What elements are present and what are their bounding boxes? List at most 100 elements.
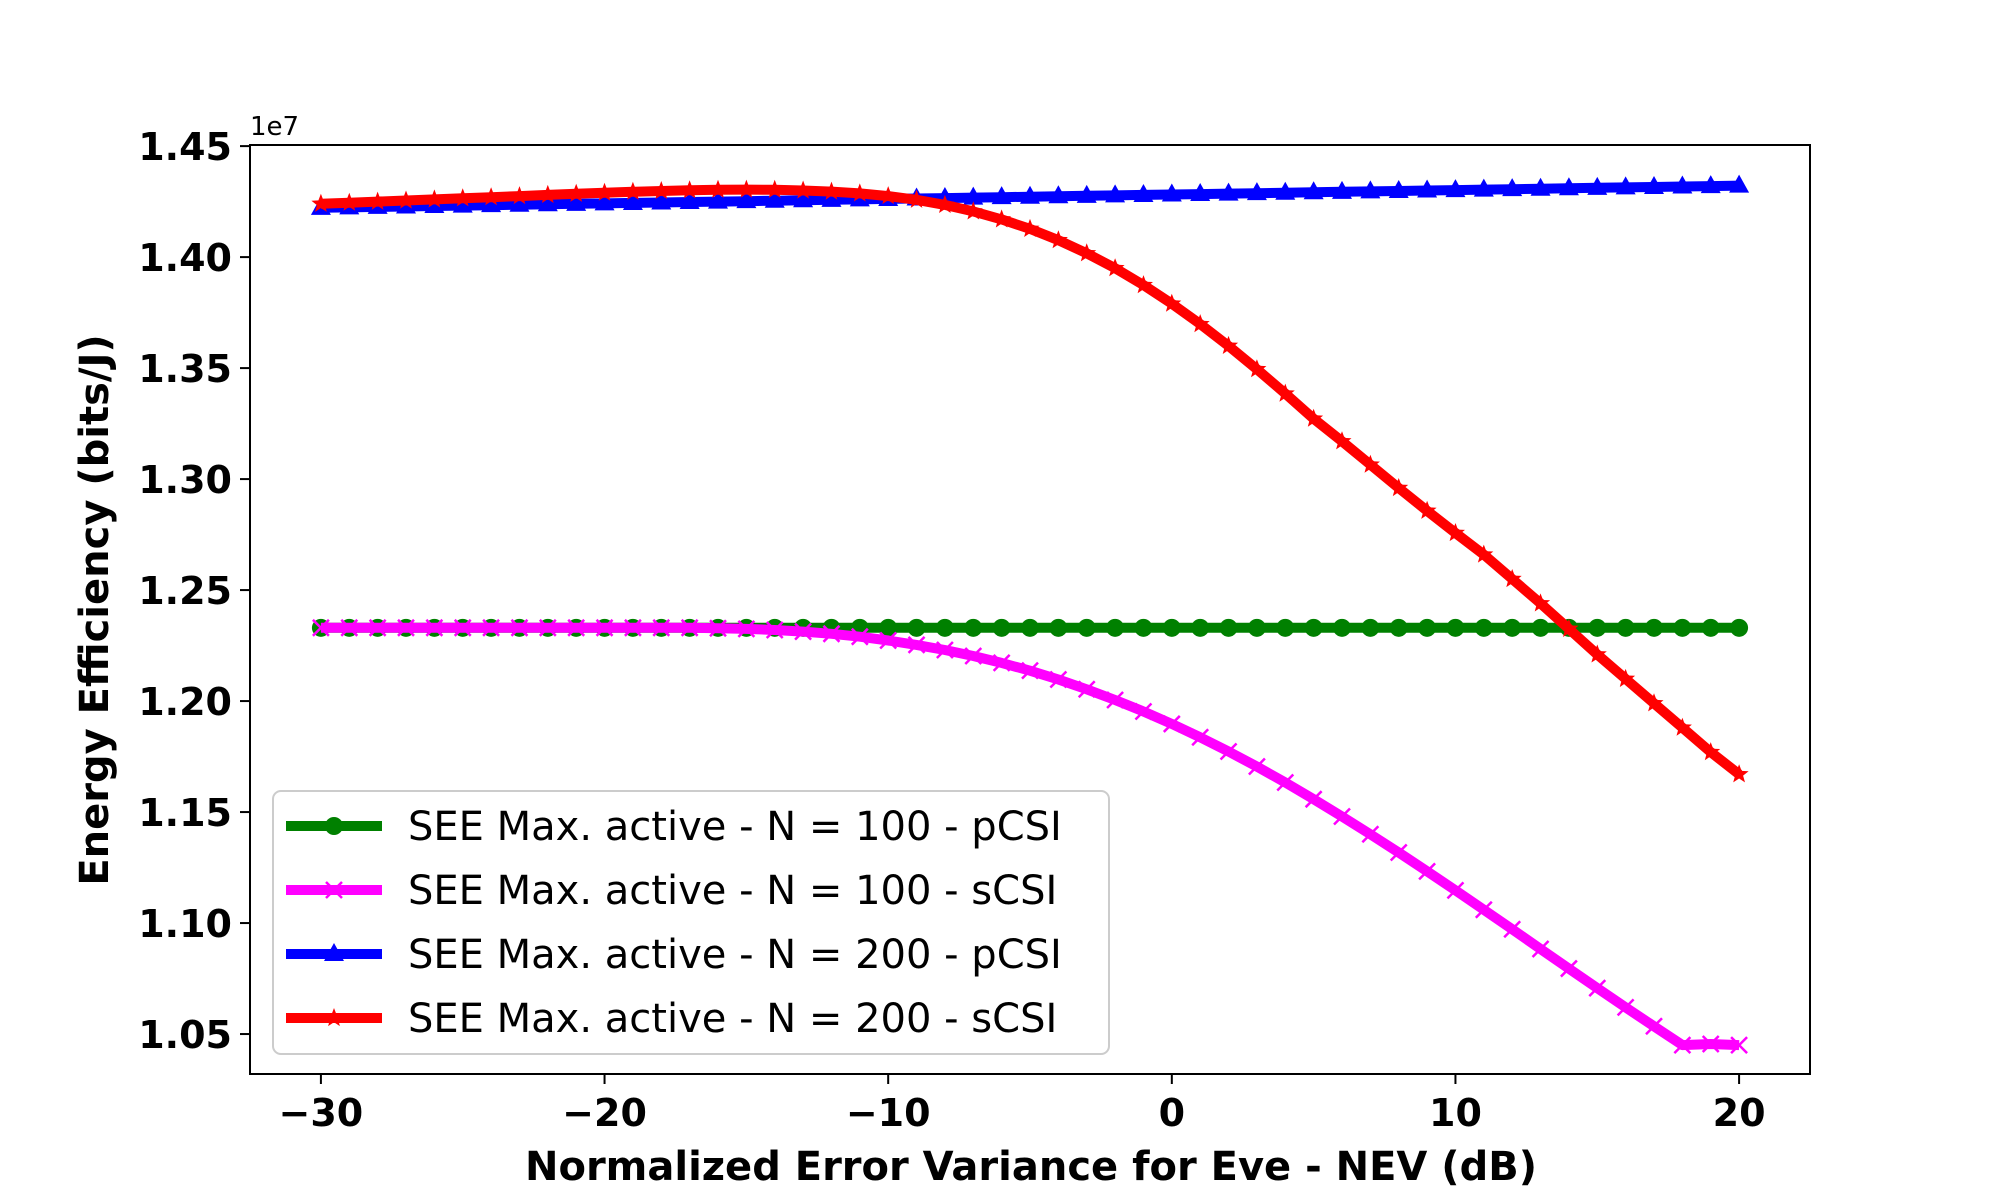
data-point [1389,478,1409,497]
data-point [1360,180,1381,199]
data-point [339,192,359,211]
data-point [481,194,502,213]
data-point [736,190,757,209]
data-point [1105,184,1126,203]
data-point [935,618,954,637]
data-point [566,183,586,202]
data-point [1049,670,1068,689]
data-point [1304,618,1323,637]
data-point [1389,843,1408,862]
data-point [1446,881,1465,900]
data-point [1474,618,1493,637]
data-point [1417,500,1437,519]
data-point [1531,940,1550,958]
data-point [1672,175,1693,194]
data-point [1162,293,1182,312]
data-point [1474,900,1493,919]
data-point [793,189,814,208]
data-point [424,189,444,208]
x-tick-label: 0 [1159,1091,1185,1135]
data-point [1644,693,1664,712]
y-tick-label: 1.05 [138,1013,232,1057]
data-point [453,618,472,637]
legend-marker [324,1008,344,1027]
y-tick-label: 1.15 [138,791,232,835]
legend-item: SEE Max. active - N = 200 - sCSI [286,996,1057,1042]
data-point [907,618,926,637]
data-point [312,618,330,637]
data-point [821,188,842,207]
x-tick-label: −20 [562,1091,647,1135]
y-tick-label: 1.45 [138,125,232,169]
data-point [1559,618,1579,637]
data-point [822,624,841,643]
data-point [595,182,615,201]
data-point [624,618,642,637]
data-point [1645,618,1663,637]
data-point [850,627,869,646]
data-point [566,192,587,211]
data-point [1275,181,1296,200]
data-point [1077,243,1097,262]
data-point [1729,764,1749,783]
series-4 [311,179,1749,783]
data-point [1021,618,1039,637]
data-point [1219,618,1238,637]
data-point [1560,959,1578,978]
data-point [1701,618,1720,637]
data-point [964,647,983,665]
data-point [622,191,643,210]
data-point [1502,178,1523,197]
data-point [1531,618,1550,637]
data-point [992,618,1011,637]
data-point [1190,183,1211,202]
legend-label: SEE Max. active - N = 200 - pCSI [408,932,1062,978]
data-point [1048,230,1068,249]
data-point [680,618,699,637]
data-point [1021,661,1039,680]
data-point [1190,314,1210,333]
y-tick-label: 1.25 [138,569,232,613]
data-point [1417,179,1438,198]
y-tick-label: 1.10 [138,902,232,946]
data-point [482,618,500,637]
data-point [396,190,416,209]
data-point [1304,790,1323,809]
data-point [936,641,954,659]
data-point [481,187,501,206]
data-point [1558,177,1579,196]
data-point [1247,618,1266,637]
data-point [567,618,586,637]
data-point [368,191,388,210]
data-point [1077,680,1096,699]
plot-frame [249,144,1811,1075]
data-point [709,619,727,638]
data-point [1503,920,1522,939]
data-point [1418,862,1436,881]
legend-label: SEE Max. active - N = 200 - sCSI [408,996,1057,1042]
data-point [1360,454,1380,473]
data-point [1587,644,1607,663]
legend: SEE Max. active - N = 100 - pCSI SEE Max.… [272,790,1110,1055]
data-point [1105,258,1125,277]
data-point [1161,183,1182,202]
y-axis-label: Energy Efficiency (bits/J) [72,334,118,885]
data-point [794,622,812,641]
data-point [1361,618,1380,637]
data-point [340,618,359,637]
x-tick-label: 10 [1429,1091,1482,1135]
data-point [538,184,558,203]
legend-label: SEE Max. active - N = 100 - pCSI [408,804,1062,850]
data-point [1076,184,1097,203]
data-point [1616,618,1635,637]
data-point [1077,618,1096,637]
data-point [1615,176,1636,195]
data-point [1332,431,1352,450]
data-point [1304,408,1324,427]
data-point [1246,182,1267,201]
y-tick-label: 1.35 [138,347,232,391]
series-2 [312,618,1748,1055]
x-tick-label: 20 [1713,1091,1766,1135]
data-point [1219,335,1239,354]
data-point [1700,175,1721,194]
